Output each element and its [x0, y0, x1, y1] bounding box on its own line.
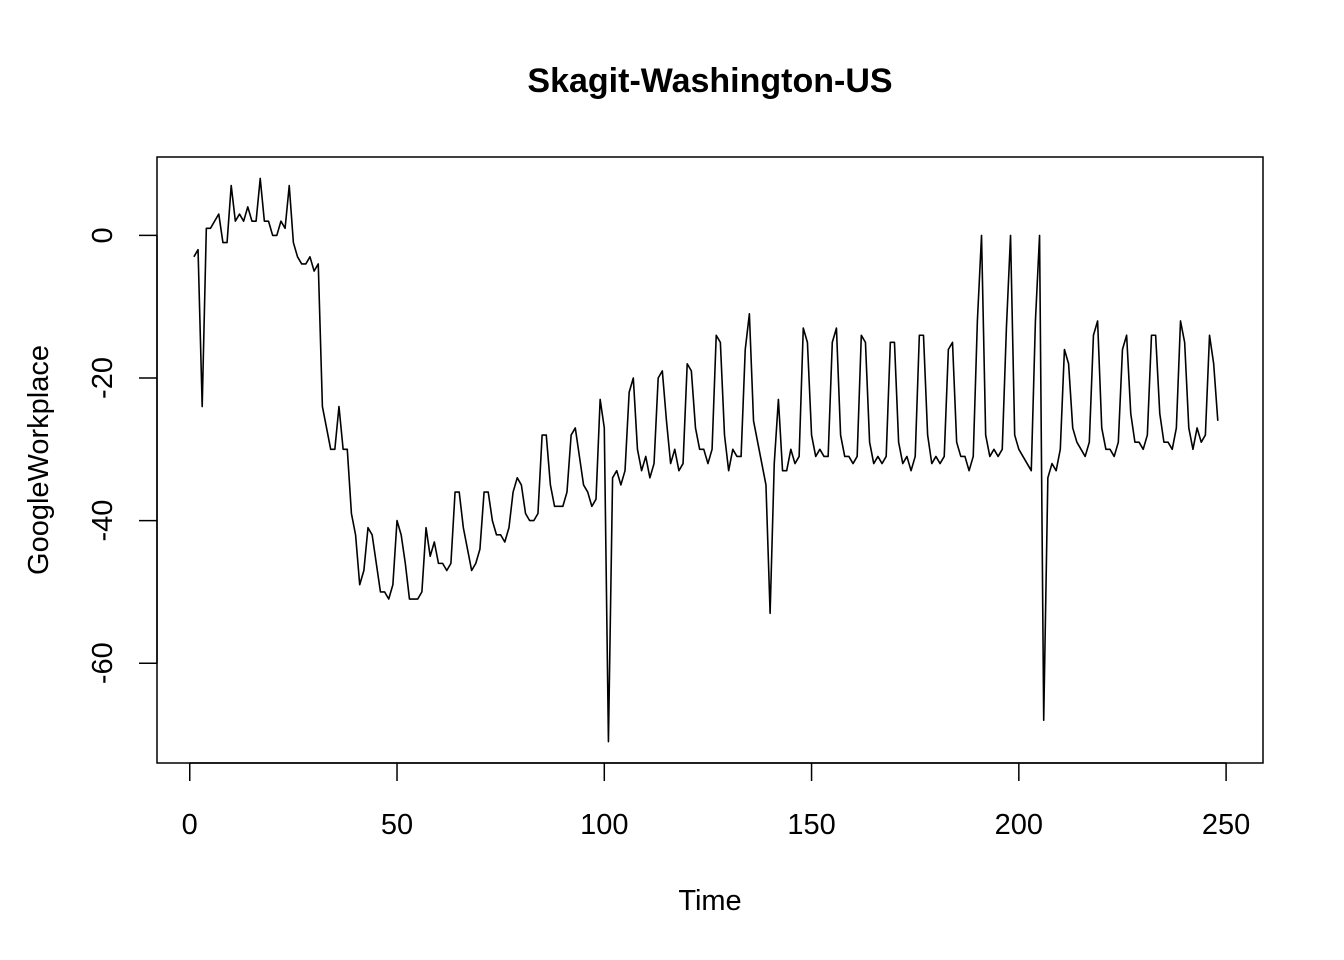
chart-title: Skagit-Washington-US: [527, 62, 892, 100]
y-axis: 0 -20 -40 -60: [87, 227, 158, 684]
y-tick-label: -20: [87, 357, 119, 399]
x-axis-label: Time: [678, 885, 741, 917]
x-tick-label: 100: [580, 809, 628, 841]
x-tick-label: 150: [787, 809, 835, 841]
y-tick-label: -40: [87, 500, 119, 542]
x-axis: 0 50 100 150 200 250: [182, 762, 1250, 841]
y-axis-label: GoogleWorkplace: [23, 345, 55, 575]
y-tick-label: -60: [87, 642, 119, 684]
y-tick-label: 0: [87, 227, 119, 243]
x-tick-label: 0: [182, 809, 198, 841]
x-tick-label: 50: [381, 809, 413, 841]
x-tick-label: 250: [1202, 809, 1250, 841]
series-line: [193, 177, 1219, 743]
plot-frame: [156, 156, 1264, 764]
x-tick-label: 200: [995, 809, 1043, 841]
